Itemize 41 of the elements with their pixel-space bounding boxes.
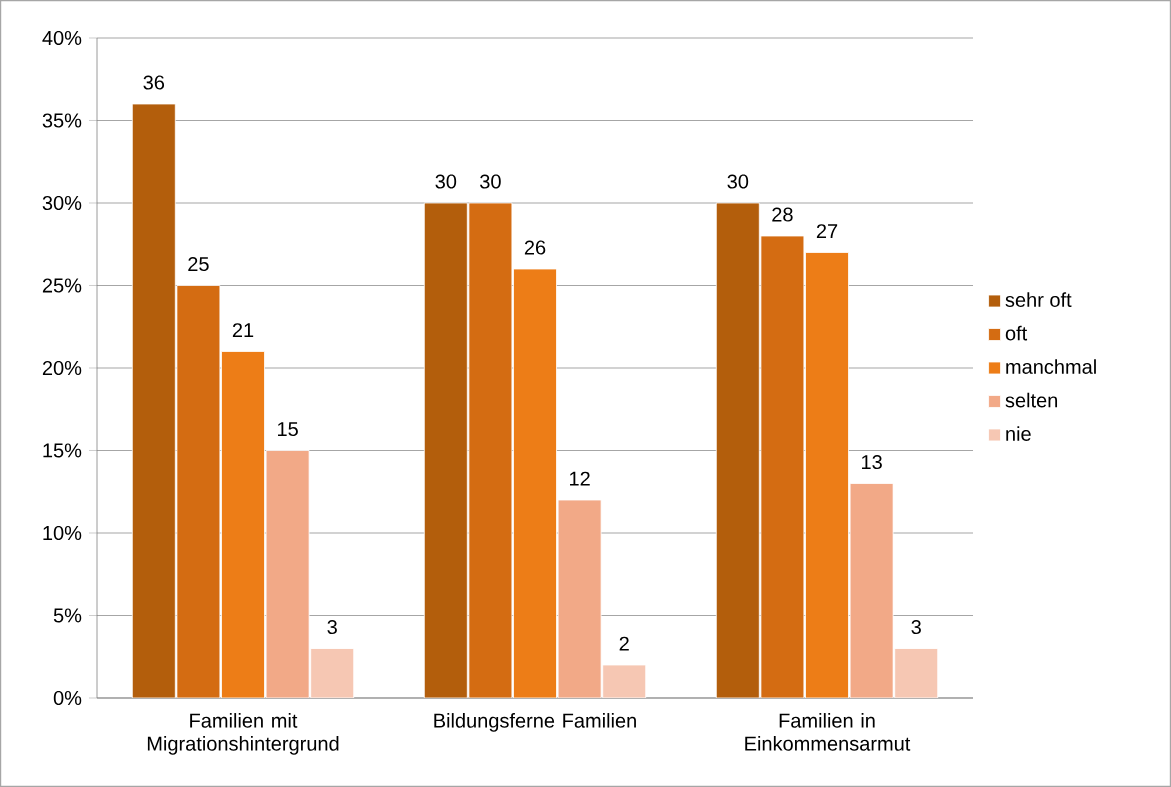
y-tick-label: 30% xyxy=(42,195,82,211)
bar xyxy=(265,450,310,698)
legend-label: manchmal xyxy=(1006,359,1096,374)
data-label: 2 xyxy=(619,636,629,651)
bar xyxy=(468,202,513,698)
data-label: 36 xyxy=(143,75,165,90)
bar xyxy=(894,648,939,698)
y-tick-label: 35% xyxy=(42,113,82,128)
y-tick-label: 25% xyxy=(42,278,82,293)
x-tick-label: Bildungsferne Familien xyxy=(434,713,636,732)
bar xyxy=(602,664,647,698)
bar xyxy=(760,235,805,698)
x-tick-label: Familien mit Migrationshintergrund xyxy=(147,713,339,755)
bar xyxy=(557,499,602,698)
y-tick-label: 20% xyxy=(42,360,82,376)
data-label: 21 xyxy=(232,323,254,338)
bar xyxy=(310,648,355,698)
data-label: 25 xyxy=(188,256,209,272)
x-tick-label: Familien in Einkommensarmut xyxy=(745,713,911,751)
data-label: 26 xyxy=(524,240,546,255)
legend-label: oft xyxy=(1005,325,1028,341)
legend-label: sehr oft xyxy=(1005,292,1072,307)
legend-label: selten xyxy=(1005,392,1058,408)
data-label: 30 xyxy=(480,174,501,189)
data-label: 27 xyxy=(816,224,838,239)
data-label: 30 xyxy=(435,174,457,189)
y-tick-label: 40% xyxy=(42,30,82,46)
data-label: 13 xyxy=(862,454,882,470)
data-label: 12 xyxy=(570,471,590,486)
data-label: 30 xyxy=(727,174,749,189)
y-tick-label: 0% xyxy=(53,690,82,706)
data-label: 28 xyxy=(772,207,793,222)
y-tick-label: 15% xyxy=(43,443,82,458)
y-tick-label: 5% xyxy=(53,608,82,623)
bar xyxy=(176,285,221,698)
bar xyxy=(849,483,894,698)
data-label: 3 xyxy=(911,619,921,635)
data-label: 15 xyxy=(278,422,298,437)
y-tick-label: 10% xyxy=(43,525,82,541)
data-label: 3 xyxy=(327,619,337,635)
legend-label: nie xyxy=(1006,426,1031,441)
